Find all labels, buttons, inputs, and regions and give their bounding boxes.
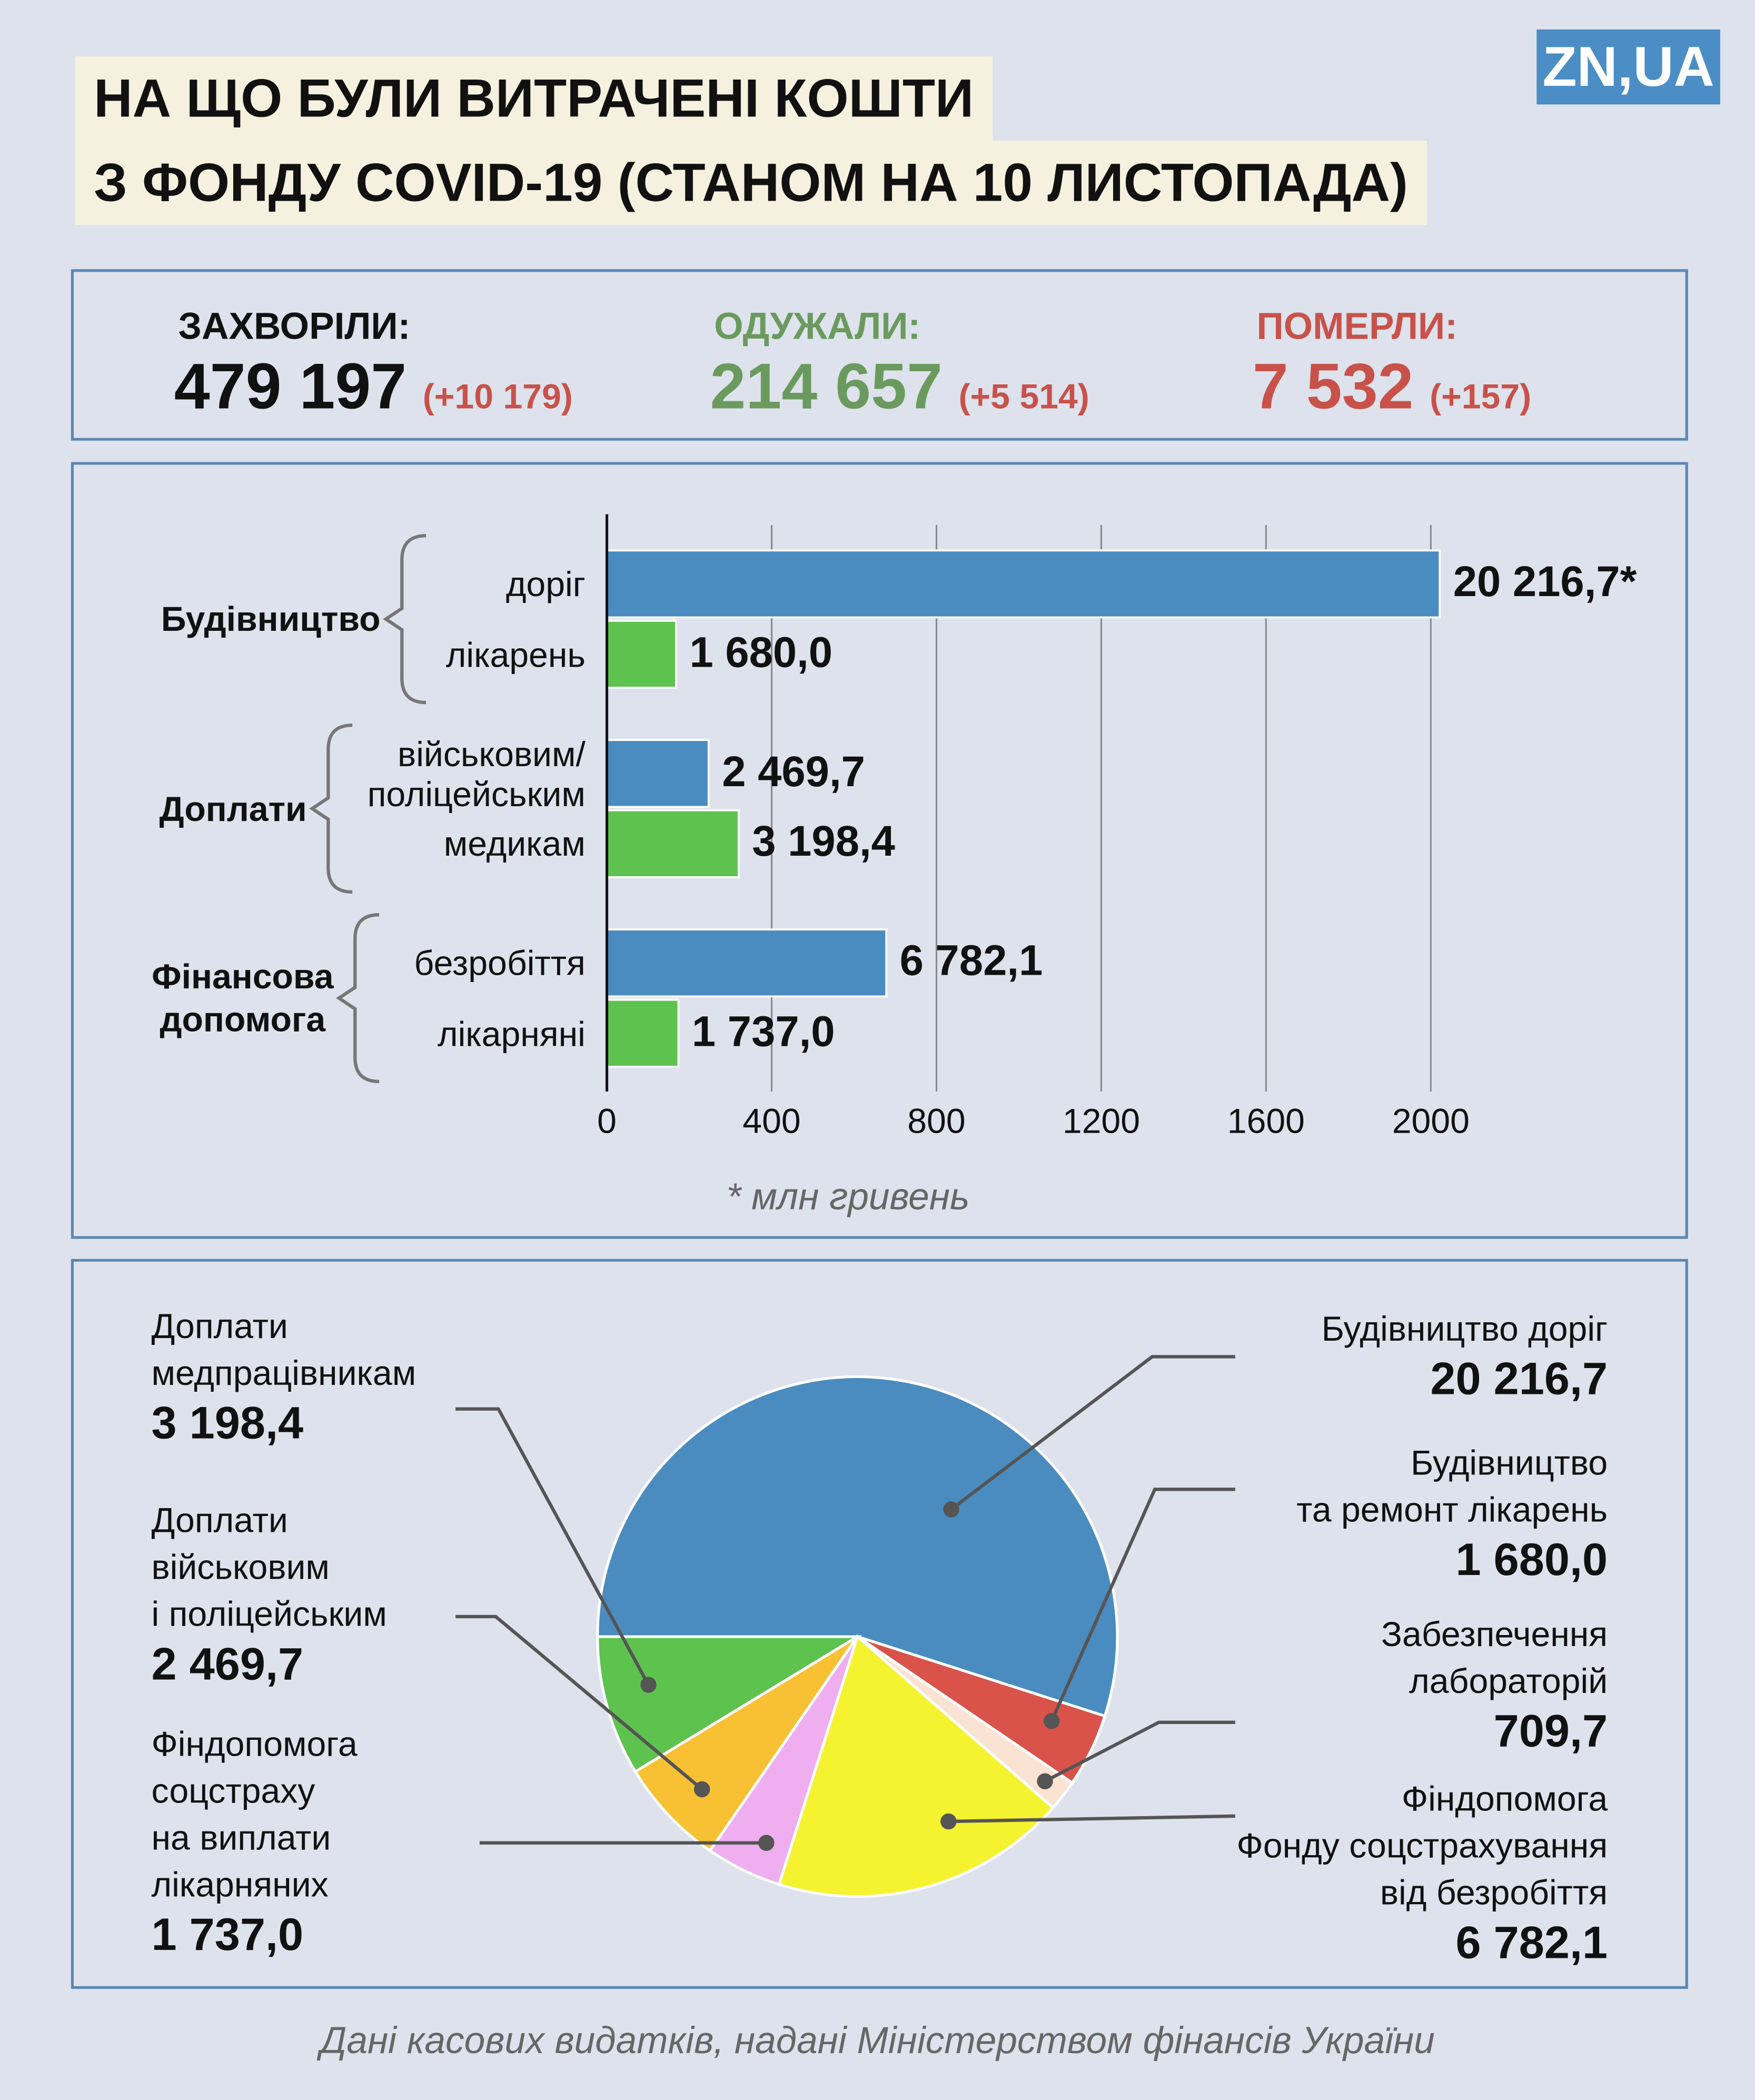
leader-line	[948, 1814, 1235, 1824]
pie-slice	[777, 1634, 1055, 1898]
bar	[606, 809, 740, 878]
leader-dot	[758, 1835, 775, 1851]
pie-category: Фіндопомога Фонду соцстрахування від без…	[1236, 1778, 1608, 1913]
stats-box	[71, 269, 1688, 441]
x-tick-label: 0	[597, 1101, 617, 1141]
title-block: НА ЩО БУЛИ ВИТРАЧЕНІ КОШТИ З ФОНДУ COVID…	[75, 56, 1427, 225]
stat-value: 7 532	[1252, 352, 1414, 423]
pie-category: Будівництво та ремонт лікарень	[1296, 1442, 1608, 1530]
pie-category: Будівництво доріг	[1321, 1308, 1608, 1349]
stat-delta: (+10 179)	[422, 376, 573, 417]
pie-label: Доплати військовим і поліцейським 2 469,7	[152, 1498, 387, 1692]
group-brace	[309, 724, 353, 894]
category-label: військовим/ поліцейським	[367, 733, 586, 814]
stat-label: ОДУЖАЛИ:	[714, 305, 921, 347]
stat-value: 479 197	[174, 352, 407, 423]
group-brace	[335, 913, 380, 1083]
x-tick-label: 1200	[1062, 1101, 1141, 1141]
leader-dot	[640, 1677, 657, 1693]
leader-line	[1050, 1488, 1235, 1722]
pie-category: Доплати військовим і поліцейським	[151, 1500, 387, 1634]
leader-line	[950, 1355, 1235, 1511]
bar-chart-box	[71, 462, 1688, 1239]
pie-category: Фіндопомога соцстраху на виплати лікарня…	[151, 1723, 358, 1905]
pie-chart-box	[71, 1259, 1688, 1989]
pie-label: Забезпечення лабораторій 709,7	[1381, 1611, 1608, 1759]
bar-value-label: 6 782,1	[899, 936, 1043, 985]
group-brace	[383, 534, 427, 705]
group-label: Фінансова допомога	[152, 956, 334, 1040]
axis-note: * млн гривень	[726, 1176, 970, 1217]
leader-line	[455, 1614, 703, 1791]
bar	[606, 739, 710, 808]
stat-row: 214 657 (+5 514)	[710, 351, 1089, 424]
x-tick-label: 2000	[1392, 1101, 1470, 1141]
leader-line	[1044, 1720, 1235, 1783]
pie-label: Доплати медпрацівникам 3 198,4	[152, 1303, 417, 1451]
leader-dot	[1037, 1773, 1053, 1789]
bar	[606, 549, 1441, 619]
stat-value: 214 657	[710, 352, 943, 423]
stat-label: ПОМЕРЛИ:	[1256, 305, 1457, 347]
bar	[606, 928, 888, 998]
pie-label: Фіндопомога Фонду соцстрахування від без…	[1237, 1776, 1608, 1970]
stat-row: 479 197 (+10 179)	[174, 351, 573, 424]
category-label: лікарень	[445, 634, 586, 675]
stat-row: 7 532 (+157)	[1253, 351, 1531, 424]
pie-slice	[633, 1635, 859, 1853]
category-label: медикам	[443, 824, 586, 864]
bar	[606, 998, 680, 1068]
bar-value-label: 3 198,4	[752, 817, 895, 866]
source: Дані касових видатків, надані Міністерст…	[320, 2019, 1435, 2062]
pie-label: Будівництво доріг 20 216,7	[1322, 1306, 1608, 1406]
x-tick-label: 400	[742, 1101, 801, 1141]
pie-slice	[596, 1635, 862, 1774]
pie-value-label: 20 216,7	[1430, 1354, 1608, 1405]
bar-value-label: 2 469,7	[722, 746, 865, 795]
stat-delta: (+5 514)	[958, 376, 1089, 417]
title-line: З ФОНДУ COVID-19 (СТАНОМ НА 10 ЛИСТОПАДА…	[75, 141, 1427, 225]
pie-value-label: 1 680,0	[1455, 1534, 1608, 1586]
leader-dot	[940, 1813, 957, 1830]
group-label: Доплати	[159, 788, 307, 829]
pie-label: Фіндопомога соцстраху на виплати лікарня…	[152, 1721, 358, 1962]
stat-delta: (+157)	[1430, 376, 1532, 417]
pie-value-label: 2 469,7	[151, 1639, 304, 1690]
pie-value-label: 1 737,0	[151, 1909, 304, 1961]
leader-line	[455, 1407, 650, 1686]
pie-value-label: 3 198,4	[151, 1398, 304, 1449]
bar-value-label: 20 216,7*	[1453, 557, 1637, 606]
pie-value-label: 6 782,1	[1455, 1918, 1608, 1969]
bar-value-label: 1 737,0	[691, 1006, 835, 1055]
title-line: НА ЩО БУЛИ ВИТРАЧЕНІ КОШТИ	[75, 56, 993, 141]
pie-category: Забезпечення лабораторій	[1381, 1613, 1608, 1701]
pie-category: Доплати медпрацівникам	[151, 1305, 417, 1393]
stat-label: ЗАХВОРІЛИ:	[178, 305, 411, 347]
pie-value-label: 709,7	[1493, 1706, 1608, 1757]
category-label: доріг	[505, 563, 586, 605]
bar-value-label: 1 680,0	[689, 627, 833, 676]
leader-dot	[693, 1781, 710, 1798]
logo: ZN,UA	[1536, 29, 1720, 105]
x-tick-label: 1600	[1227, 1101, 1305, 1141]
category-label: лікарняні	[437, 1013, 586, 1054]
pie-label: Будівництво та ремонт лікарень 1 680,0	[1296, 1440, 1608, 1587]
leader-dot	[1044, 1713, 1060, 1729]
bar	[606, 619, 677, 689]
pie-slice	[596, 1375, 1119, 1718]
group-label: Будівництво	[161, 599, 381, 639]
leader-dot	[943, 1501, 959, 1518]
x-tick-label: 800	[907, 1101, 966, 1141]
category-label: безробіття	[414, 943, 586, 983]
